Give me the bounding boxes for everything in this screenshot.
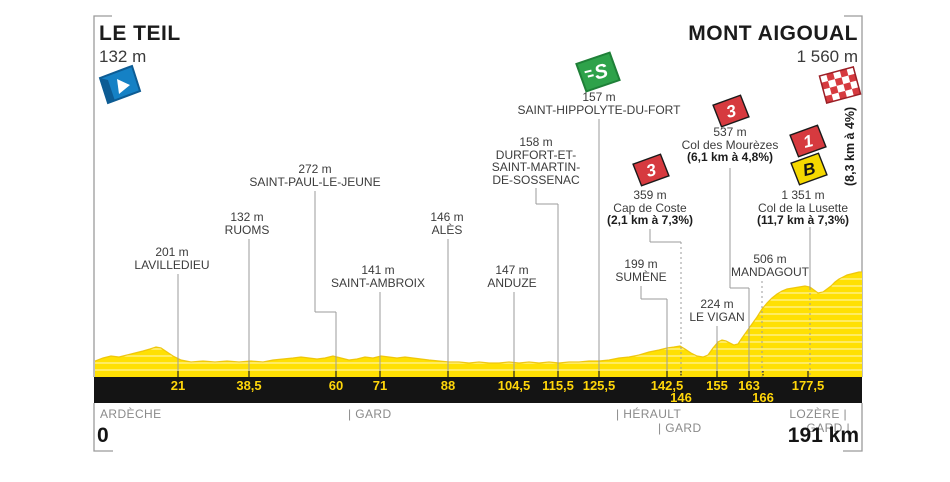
bonus-icon: B xyxy=(790,152,828,186)
depart-flag-icon xyxy=(98,64,142,105)
waypoint-elevation: 158 m xyxy=(519,135,553,149)
waypoint-elevation: 147 m xyxy=(495,263,529,277)
waypoint-name: RUOMS xyxy=(224,222,270,237)
waypoint-label: 359 m Cap de Coste (2,1 km à 7,3%) xyxy=(607,189,693,227)
waypoint-name: Col de la Lusette xyxy=(757,200,849,215)
waypoint-elevation: 272 m xyxy=(298,162,332,176)
waypoint-name: SUMÈNE xyxy=(615,269,667,284)
waypoint-label: 272 m SAINT-PAUL-LE-JEUNE xyxy=(249,163,380,188)
km-marker: 21 xyxy=(170,378,186,393)
km-marker: 71 xyxy=(372,378,388,393)
dept-lozere: LOZÈRE | xyxy=(789,407,847,421)
km-marker: 155 xyxy=(706,378,728,393)
svg-text:1: 1 xyxy=(801,131,815,152)
svg-text:B: B xyxy=(801,159,818,180)
chart-border xyxy=(93,15,863,377)
waypoint-label: 537 m Col des Mourèzes (6,1 km à 4,8%) xyxy=(682,126,779,164)
waypoint-label: 1 351 m Col de la Lusette (11,7 km à 7,3%) xyxy=(757,189,849,227)
waypoint-name: DE-SOSSENAC xyxy=(492,172,580,187)
km-bar xyxy=(94,377,862,403)
waypoint-label: 141 m SAINT-AMBROIX xyxy=(331,264,425,289)
waypoint-elevation: 537 m xyxy=(713,125,747,139)
waypoint-elevation: 157 m xyxy=(582,90,616,104)
climb-gradient: (6,1 km à 4,8%) xyxy=(686,150,774,164)
km-marker: 60 xyxy=(328,378,344,393)
waypoint-name: MANDAGOUT xyxy=(731,264,809,279)
waypoint-name: SAINT-PAUL-LE-JEUNE xyxy=(249,174,381,189)
waypoint-label: 132 m RUOMS xyxy=(225,211,270,236)
waypoint-elevation: 506 m xyxy=(753,252,787,266)
svg-text:S: S xyxy=(592,60,611,85)
waypoint-elevation: 132 m xyxy=(230,210,264,224)
waypoint-name: SAINT-AMBROIX xyxy=(330,275,426,290)
waypoint-name: Cap de Coste xyxy=(613,200,687,215)
waypoint-elevation: 224 m xyxy=(700,297,734,311)
waypoint-name: LE VIGAN xyxy=(689,309,745,324)
category-3-icon: 3 xyxy=(712,94,750,128)
waypoint-label: 147 m ANDUZE xyxy=(487,264,536,289)
dept-gard-2: | GARD xyxy=(658,421,702,435)
dept-gard-3: GARD | xyxy=(806,421,850,435)
km-marker: 163 xyxy=(738,378,760,393)
finish-gradient-label: (8,3 km à 4%) xyxy=(843,106,857,186)
waypoint-name: Col des Mourèzes xyxy=(681,137,779,152)
waypoint-label: 201 m LAVILLEDIEU xyxy=(134,246,209,271)
km-marker: 115,5 xyxy=(542,378,574,393)
waypoint-elevation: 146 m xyxy=(430,210,464,224)
waypoint-name: SAINT-HIPPOLYTE-DU-FORT xyxy=(517,102,681,117)
waypoint-label: 157 m SAINT-HIPPOLYTE-DU-FORT xyxy=(518,91,681,116)
waypoint-label: 199 m SUMÈNE xyxy=(615,258,666,283)
dept-gard-1: | GARD xyxy=(348,407,392,421)
waypoint-elevation: 359 m xyxy=(633,188,667,202)
climb-gradient: (11,7 km à 7,3%) xyxy=(756,213,850,227)
km-bracket xyxy=(93,403,863,452)
km-marker: 177,5 xyxy=(791,378,825,393)
finish-checkered-flag-icon xyxy=(818,66,862,104)
waypoint-name: ALÈS xyxy=(431,222,463,237)
elevation-profile xyxy=(95,272,862,377)
waypoint-elevation: 141 m xyxy=(361,263,395,277)
waypoint-elevation: 199 m xyxy=(624,257,658,271)
start-elevation: 132 m xyxy=(99,47,147,66)
waypoint-label: 146 m ALÈS xyxy=(430,211,463,236)
waypoint-elevation: 201 m xyxy=(155,245,189,259)
waypoint-name: SAINT-MARTIN- xyxy=(491,160,581,174)
waypoint-label: 506 m MANDAGOUT xyxy=(731,253,809,278)
finish-elevation: 1 560 m xyxy=(796,47,858,66)
finish-km: 191 km xyxy=(787,424,859,447)
km-marker: 166 xyxy=(752,390,774,405)
start-km: 0 xyxy=(97,424,109,447)
km-marker: 88 xyxy=(440,378,456,393)
category-3-icon: 3 xyxy=(632,153,670,187)
waypoint-label: 158 m DURFORT-ET- SAINT-MARTIN- DE-SOSSENAC xyxy=(492,136,580,186)
km-marker: 142,5 xyxy=(650,378,684,393)
waypoint-name: ANDUZE xyxy=(487,275,537,290)
waypoint-elevation: 1 351 m xyxy=(781,188,825,202)
dept-ardeche: ARDÈCHE xyxy=(100,407,162,421)
start-title: LE TEIL xyxy=(99,22,181,45)
finish-title: MONT AIGOUAL xyxy=(688,22,858,45)
waypoint-name: LAVILLEDIEU xyxy=(134,257,210,272)
category-1-icon: 1 xyxy=(789,124,827,158)
waypoint-label: 224 m LE VIGAN xyxy=(689,298,744,323)
km-marker: 125,5 xyxy=(582,378,616,393)
sprint-icon: S xyxy=(575,51,621,93)
km-marker: 104,5 xyxy=(497,378,531,393)
waypoint-name: DURFORT-ET- xyxy=(495,147,577,162)
dept-herault: | HÉRAULT xyxy=(616,407,682,421)
km-marker: 38,5 xyxy=(236,378,262,393)
km-marker: 146 xyxy=(670,390,692,405)
profile-edge xyxy=(94,271,862,364)
climb-gradient: (2,1 km à 7,3%) xyxy=(606,213,694,227)
